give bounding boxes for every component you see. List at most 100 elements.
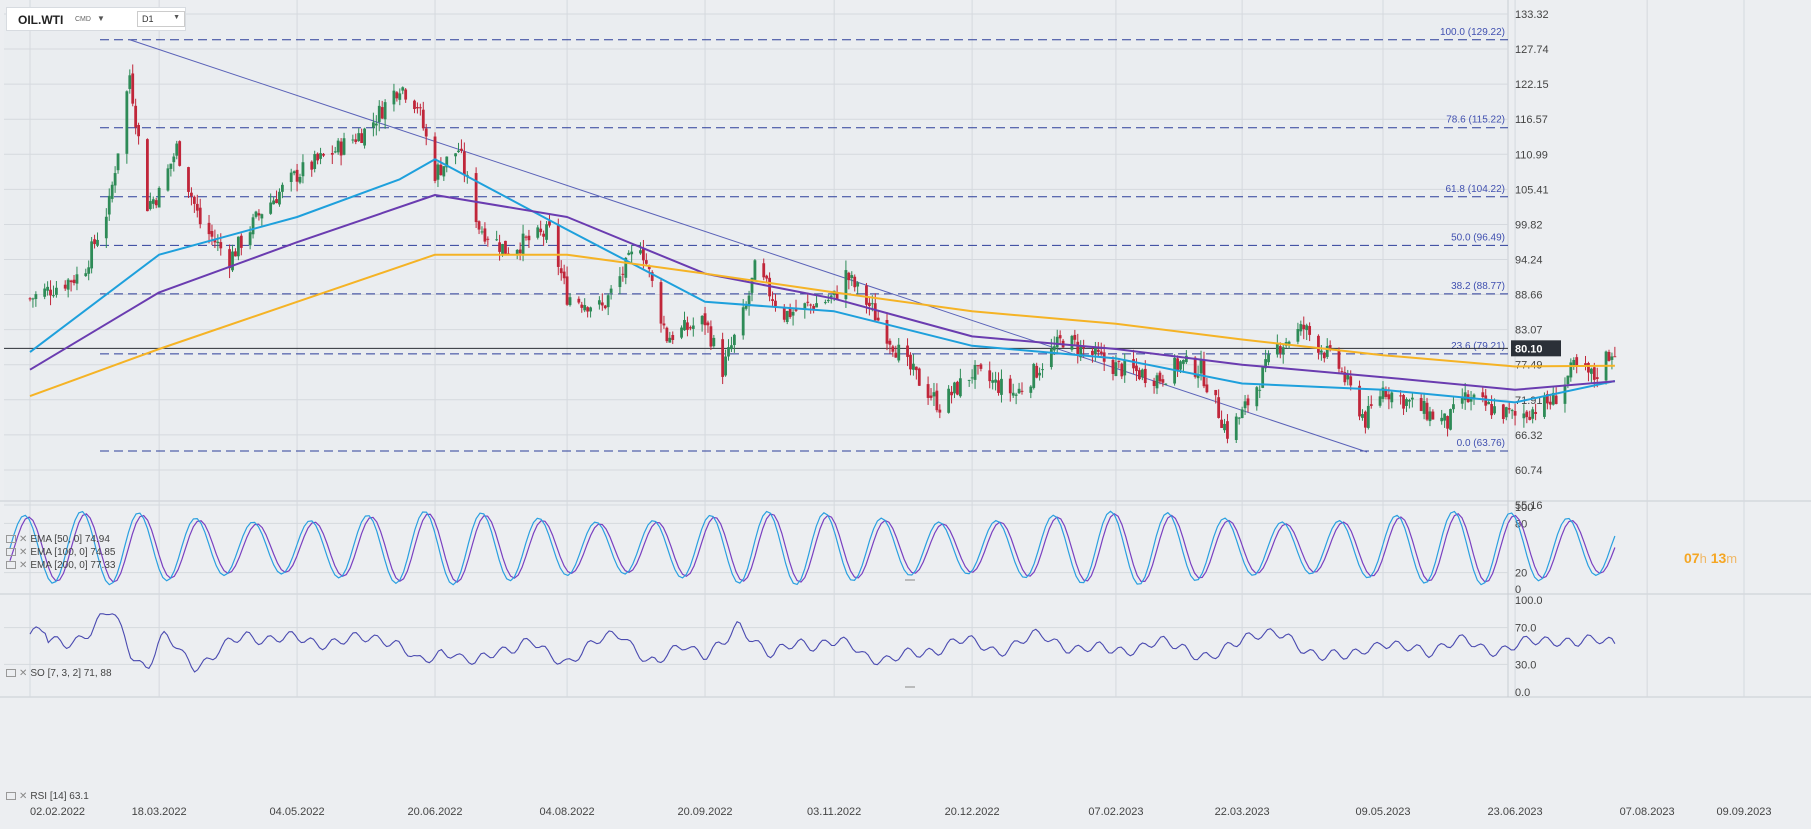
candle-body: [157, 187, 161, 208]
candle-body: [319, 153, 322, 159]
candle-body: [765, 275, 769, 279]
candle-body: [421, 109, 425, 129]
timeframe-select[interactable]: D1 ▼: [137, 11, 185, 27]
candle-body: [87, 267, 91, 274]
chevron-down-icon[interactable]: ▼: [97, 14, 105, 23]
candle-body: [1490, 403, 1493, 416]
candle-body: [90, 241, 94, 269]
candle-body: [1261, 367, 1265, 388]
candle-body: [1543, 395, 1546, 417]
candle-body: [131, 73, 135, 104]
candle-body: [727, 347, 730, 357]
candle-body: [1422, 400, 1426, 414]
candle-body: [96, 239, 99, 246]
candle-body: [148, 201, 152, 210]
fib-level-label: 38.2 (88.77): [1451, 281, 1505, 292]
candle-body: [1179, 361, 1182, 370]
symbol-type-label: CMD: [75, 16, 91, 23]
candle-body: [313, 154, 317, 169]
candle-body: [1234, 416, 1238, 440]
candle-body: [724, 356, 727, 376]
candle-body: [947, 388, 951, 413]
symbol-label[interactable]: OIL.WTI: [18, 13, 64, 27]
candle-body: [113, 173, 117, 186]
candle-body: [1217, 397, 1221, 418]
candle-body: [1525, 411, 1529, 418]
candle-body: [926, 384, 930, 398]
candle-body: [1513, 411, 1517, 416]
candle-body: [1563, 384, 1567, 404]
candle-body: [46, 286, 50, 291]
so-legend[interactable]: ✕ SO [7, 3, 2] 71, 88: [6, 668, 112, 679]
candle-body: [55, 287, 58, 295]
ema200-legend[interactable]: ✕ EMA [200, 0] 77.33: [6, 560, 115, 571]
candle-body: [1378, 396, 1382, 406]
ema50-legend[interactable]: ✕ EMA [50, 0] 74.94: [6, 534, 110, 545]
candle-body: [1501, 404, 1505, 419]
candle-body: [603, 305, 607, 309]
fib-level-label: 50.0 (96.49): [1451, 232, 1505, 243]
rsi-tick-label: 30.0: [1515, 659, 1536, 671]
candle-body: [178, 141, 182, 166]
candle-body: [1035, 365, 1039, 378]
x-tick-label: 09.05.2023: [1355, 806, 1410, 818]
candle-body: [398, 93, 402, 100]
candle-body: [771, 299, 774, 301]
candle-body: [52, 295, 55, 297]
candle-body: [1449, 409, 1452, 430]
candle-body: [1305, 325, 1309, 331]
candle-body: [973, 364, 977, 380]
indicator-settings-icon[interactable]: [6, 669, 16, 678]
candle-body: [1551, 392, 1555, 405]
candle-body: [865, 285, 868, 305]
rsi-legend[interactable]: ✕ RSI [14] 63.1: [6, 791, 89, 802]
candle-body: [257, 213, 261, 216]
candle-body: [439, 164, 443, 176]
candle-body: [445, 156, 449, 168]
candle-body: [1472, 394, 1476, 398]
indicator-settings-icon[interactable]: [6, 792, 16, 801]
candle-body: [1052, 346, 1056, 351]
candle-body: [1337, 350, 1341, 369]
close-icon[interactable]: ✕: [19, 560, 28, 571]
candle-body: [997, 380, 1000, 393]
candle-body: [416, 107, 419, 109]
candle-body: [339, 141, 343, 156]
close-icon[interactable]: ✕: [19, 668, 28, 679]
candle-body: [228, 249, 231, 269]
indicator-settings-icon[interactable]: [6, 561, 16, 570]
candle-body: [1481, 392, 1485, 398]
close-icon[interactable]: ✕: [19, 534, 28, 545]
candle-body: [107, 195, 111, 215]
indicator-settings-icon[interactable]: [6, 548, 16, 557]
close-icon[interactable]: ✕: [19, 791, 28, 802]
candle-body: [829, 295, 833, 298]
candle-body: [269, 202, 273, 214]
x-tick-label: 07.08.2023: [1620, 806, 1675, 818]
current-price-tag: [1511, 340, 1561, 357]
candle-body: [1613, 356, 1617, 358]
candle-body: [292, 171, 296, 174]
candle-body: [1302, 324, 1306, 330]
candle-body: [172, 156, 176, 163]
close-icon[interactable]: ✕: [19, 547, 28, 558]
candle-body: [1452, 404, 1455, 410]
candle-body: [442, 166, 446, 177]
candle-body: [1487, 401, 1491, 405]
candle-body: [994, 379, 997, 383]
candle-body: [583, 305, 587, 311]
candle-body: [1220, 419, 1223, 428]
candle-body: [333, 151, 337, 153]
ema100-legend[interactable]: ✕ EMA [100, 0] 74.85: [6, 547, 115, 558]
candle-body: [1079, 345, 1083, 358]
candle-body: [462, 151, 466, 176]
candle-body: [1138, 370, 1141, 380]
candle-body: [630, 251, 634, 255]
candle-body: [1460, 398, 1464, 404]
indicator-settings-icon[interactable]: [6, 535, 16, 544]
candle-body: [521, 233, 525, 255]
ema-50-line: [29, 158, 1616, 404]
candle-body: [1322, 352, 1326, 359]
candle-body: [383, 102, 387, 120]
